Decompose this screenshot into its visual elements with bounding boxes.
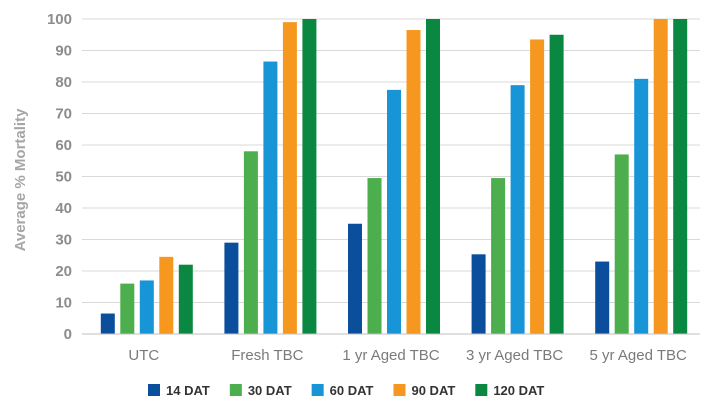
- legend-label: 60 DAT: [330, 383, 374, 398]
- y-tick-label: 20: [55, 263, 72, 280]
- bar: [491, 178, 506, 334]
- bar: [282, 22, 297, 335]
- x-category-labels: UTC Fresh TBC 1 yr Aged TBC 3 yr Aged TBC 5 …: [128, 347, 687, 364]
- bar: [673, 19, 688, 334]
- bars: [100, 19, 688, 335]
- bar: [159, 256, 174, 334]
- legend-item: 120 DAT: [475, 383, 544, 398]
- legend: 14 DAT 30 DAT 60 DAT 90 DAT 120 DAT: [148, 383, 544, 398]
- bar: [367, 178, 382, 334]
- legend-item: 30 DAT: [229, 383, 292, 398]
- bar: [510, 85, 525, 335]
- bar: [120, 283, 135, 334]
- bar: [100, 313, 115, 334]
- bar: [348, 223, 362, 334]
- legend-item: 14 DAT: [148, 383, 210, 398]
- bar: [530, 39, 545, 334]
- y-tick-label: 60: [55, 137, 72, 154]
- bar: [426, 19, 440, 334]
- bar: [471, 254, 486, 334]
- bar: [595, 261, 610, 334]
- y-tick-label: 0: [64, 326, 72, 343]
- bar: [614, 154, 629, 334]
- y-axis-title: Average % Mortality: [12, 108, 29, 251]
- legend-label: 90 DAT: [411, 383, 455, 398]
- y-tick-label: 10: [55, 295, 72, 312]
- legend-swatch: [311, 384, 324, 396]
- bar: [406, 30, 421, 335]
- bar: [634, 78, 649, 334]
- legend-item: 60 DAT: [311, 383, 374, 398]
- bar: [549, 34, 564, 334]
- y-tick-label: 90: [55, 43, 72, 60]
- x-category-label: UTC: [128, 347, 159, 364]
- y-tick-label: 100: [47, 11, 72, 28]
- legend-swatch: [148, 384, 160, 396]
- x-category-label: Fresh TBC: [231, 347, 303, 364]
- bar: [387, 89, 401, 334]
- bar: [224, 242, 239, 334]
- legend-swatch: [229, 384, 242, 396]
- bar: [653, 19, 668, 334]
- legend-label: 30 DAT: [248, 383, 292, 398]
- legend-label: 120 DAT: [493, 383, 544, 398]
- y-tick-labels: 0 10 20 30 40 50 60 70 80 90 100: [47, 11, 72, 343]
- legend-swatch: [475, 384, 488, 396]
- y-tick-label: 80: [55, 74, 72, 91]
- y-tick-label: 50: [55, 169, 72, 186]
- x-category-label: 5 yr Aged TBC: [590, 347, 687, 364]
- bar: [302, 19, 317, 334]
- y-tick-label: 70: [55, 106, 72, 123]
- x-category-label: 1 yr Aged TBC: [342, 347, 439, 364]
- legend-swatch: [393, 384, 406, 396]
- x-category-label: 3 yr Aged TBC: [466, 347, 563, 364]
- bar: [243, 151, 258, 334]
- legend-item: 90 DAT: [393, 383, 455, 398]
- bar: [139, 280, 154, 334]
- bar: [178, 264, 193, 334]
- bar: [263, 61, 278, 335]
- y-tick-label: 40: [55, 200, 72, 217]
- y-tick-label: 30: [55, 232, 72, 249]
- legend-label: 14 DAT: [166, 383, 210, 398]
